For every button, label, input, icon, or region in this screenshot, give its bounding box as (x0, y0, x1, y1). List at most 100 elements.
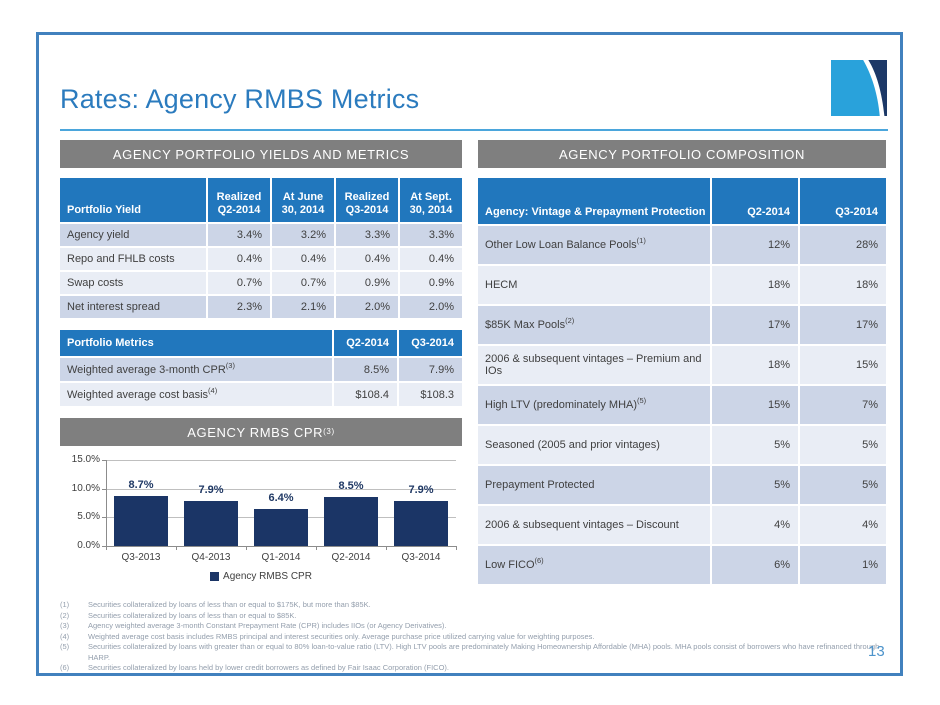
bar (324, 497, 378, 546)
y-tick-label: 5.0% (77, 511, 100, 523)
row-value: 28% (800, 226, 886, 264)
footnote-number: (4) (60, 631, 70, 641)
bar-value-label: 7.9% (198, 483, 224, 496)
table-row: 2006 & subsequent vintages – Discount 4% 4… (478, 506, 886, 544)
table-row: Prepayment Protected 5% 5% (478, 466, 886, 504)
table-row: Repo and FHLB costs 0.4% 0.4% 0.4% 0.4% (60, 248, 462, 270)
table-header-cell: Agency: Vintage & Prepayment Protection (478, 178, 710, 224)
x-tick-mark (386, 546, 387, 550)
table-header-cell: Q2-2014 (334, 330, 397, 356)
row-value: 5% (712, 466, 798, 504)
legend-label: Agency RMBS CPR (223, 571, 312, 582)
row-label: 2006 & subsequent vintages – Discount (478, 506, 710, 544)
row-value: 17% (712, 306, 798, 344)
legend-swatch (210, 572, 220, 581)
row-value: 7% (800, 386, 886, 424)
row-value: 2.0% (336, 296, 398, 318)
bar-value-label: 6.4% (268, 492, 294, 505)
bar-value-label: 7.9% (408, 483, 434, 496)
row-value: 0.9% (400, 272, 462, 294)
metrics-table: Portfolio Metrics Q2-2014 Q3-2014 Weighted … (60, 330, 462, 408)
row-value: $108.3 (399, 383, 462, 406)
row-label: Swap costs (60, 272, 206, 294)
row-value: 17% (800, 306, 886, 344)
row-label: Low FICO (6) (478, 546, 710, 584)
table-row: Low FICO (6) 6% 1% (478, 546, 886, 584)
row-value: 12% (712, 226, 798, 264)
y-tick-label: 10.0% (71, 482, 100, 494)
row-value: 18% (712, 346, 798, 384)
section-header-yields-label: AGENCY PORTFOLIO YIELDS AND METRICS (112, 146, 410, 162)
x-tick-mark (106, 546, 107, 550)
row-value: 3.2% (272, 224, 334, 246)
row-value: 0.4% (336, 248, 398, 270)
chart-legend: Agency RMBS CPR (60, 571, 462, 582)
row-value: 4% (712, 506, 798, 544)
footnotes: (1) Securities collateralized by loans of… (60, 600, 900, 674)
yields-table: Portfolio Yield Realized Q2-2014 At June 3… (60, 178, 462, 320)
y-tick-mark (102, 488, 106, 490)
row-label: Repo and FHLB costs (60, 248, 206, 270)
bar-value-label: 8.7% (128, 479, 154, 492)
row-value: 3.4% (208, 224, 270, 246)
section-header-cpr-chart: AGENCY RMBS CPR (3) (60, 418, 462, 446)
row-value: 3.3% (400, 224, 462, 246)
table-row: $85K Max Pools (2) 17% 17% (478, 306, 886, 344)
footnote-text: Agency weighted average 3-month Constant… (88, 621, 447, 630)
table-row: Seasoned (2005 and prior vintages) 5% 5% (478, 426, 886, 464)
bar (394, 500, 448, 546)
footnote-item: (4) Weighted average cost basis includes … (60, 632, 900, 643)
table-header-cell: Portfolio Yield (60, 178, 206, 222)
table-header-cell: Q2-2014 (712, 178, 798, 224)
row-value: 2.0% (400, 296, 462, 318)
row-value: 0.7% (208, 272, 270, 294)
cpr-chart-title: AGENCY RMBS CPR (187, 424, 324, 440)
row-label: High LTV (predominately MHA) (5) (478, 386, 710, 424)
row-label: HECM (478, 266, 710, 304)
table-header-cell: Portfolio Metrics (60, 330, 332, 356)
page-number: 13 (868, 643, 885, 660)
table-header-cell: Realized Q2-2014 (208, 178, 270, 222)
row-value: 15% (712, 386, 798, 424)
bar (254, 509, 308, 546)
section-header-composition: AGENCY PORTFOLIO COMPOSITION (478, 140, 886, 168)
table-header-row: Agency: Vintage & Prepayment Protection Q… (478, 178, 886, 224)
footnote-item: (5) Securities collateralized by loans wi… (60, 642, 900, 663)
table-header-cell: At June 30, 2014 (272, 178, 334, 222)
x-tick-label: Q4-2013 (191, 552, 231, 563)
table-header-row: Portfolio Yield Realized Q2-2014 At June 3… (60, 178, 462, 222)
row-value: 18% (712, 266, 798, 304)
row-value: 2.3% (208, 296, 270, 318)
table-header-cell: Q3-2014 (399, 330, 462, 356)
y-tick-label: 15.0% (71, 454, 100, 465)
page-title: Rates: Agency RMBS Metrics (60, 84, 420, 114)
row-value: 8.5% (334, 358, 397, 381)
row-label: Net interest spread (60, 296, 206, 318)
x-tick-mark (176, 546, 177, 550)
y-tick-mark (102, 460, 106, 461)
table-row: 2006 & subsequent vintages – Premium and… (478, 346, 886, 384)
row-value: 0.4% (400, 248, 462, 270)
x-tick-label: Q3-2013 (121, 552, 161, 563)
footnote-number: (6) (60, 663, 70, 672)
gridline (106, 488, 456, 490)
x-tick-label: Q1-2014 (261, 552, 301, 563)
row-label: Other Low Loan Balance Pools (1) (478, 226, 710, 264)
bar (184, 500, 238, 546)
section-header-composition-label: AGENCY PORTFOLIO COMPOSITION (558, 146, 806, 162)
footnote-item: (3) Agency weighted average 3-month Const… (60, 621, 900, 632)
y-tick-mark (102, 546, 106, 547)
footnote-number: (5) (60, 642, 70, 651)
footnote-number: (3) (60, 621, 70, 630)
row-value: 4% (800, 506, 886, 544)
row-value: 15% (800, 346, 886, 384)
row-value: 0.9% (336, 272, 398, 294)
row-value: 0.4% (208, 248, 270, 270)
row-label: Weighted average 3-month CPR (3) (60, 358, 332, 381)
row-value: 5% (712, 426, 798, 464)
row-value: 5% (800, 466, 886, 504)
bar (114, 496, 168, 546)
row-value: 0.4% (272, 248, 334, 270)
table-row: Net interest spread 2.3% 2.1% 2.0% 2.0% (60, 296, 462, 318)
